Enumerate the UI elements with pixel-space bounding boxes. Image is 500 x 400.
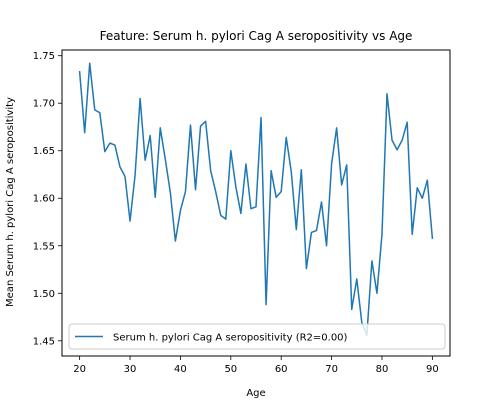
plot-frame bbox=[61, 49, 451, 357]
x-tick-label: 90 bbox=[426, 364, 439, 375]
y-tick-label: 1.50 bbox=[33, 289, 55, 300]
y-tick-label: 1.75 bbox=[33, 51, 55, 62]
y-axis-title: Mean Serum h. pylori Cag A seropositivit… bbox=[5, 97, 16, 307]
y-tick-label: 1.55 bbox=[33, 241, 55, 252]
x-tick-label: 80 bbox=[376, 364, 389, 375]
y-tick-label: 1.45 bbox=[33, 336, 55, 347]
x-tick-label: 30 bbox=[124, 364, 137, 375]
x-tick-label: 60 bbox=[275, 364, 288, 375]
series-line bbox=[78, 62, 434, 336]
x-tick-label: 50 bbox=[224, 364, 237, 375]
plot-area bbox=[61, 49, 451, 357]
chart-title: Feature: Serum h. pylori Cag A seroposit… bbox=[100, 29, 413, 43]
y-tick-label: 1.60 bbox=[33, 194, 55, 205]
legend-box bbox=[68, 323, 446, 350]
y-tick-label: 1.70 bbox=[33, 99, 55, 110]
y-tick-label: 1.65 bbox=[33, 146, 55, 157]
x-axis: 20 30 40 50 60 70 80 90 bbox=[73, 356, 439, 375]
legend: Serum h. pylori Cag A seropositivity (R2… bbox=[68, 323, 446, 350]
y-axis: 1.45 1.50 1.55 1.60 1.65 1.70 1.75 bbox=[33, 51, 62, 347]
x-tick-label: 40 bbox=[174, 364, 187, 375]
legend-label: Serum h. pylori Cag A seropositivity (R2… bbox=[113, 333, 348, 344]
x-axis-title: Age bbox=[246, 388, 265, 399]
x-tick-label: 20 bbox=[73, 364, 86, 375]
x-tick-label: 70 bbox=[325, 364, 338, 375]
